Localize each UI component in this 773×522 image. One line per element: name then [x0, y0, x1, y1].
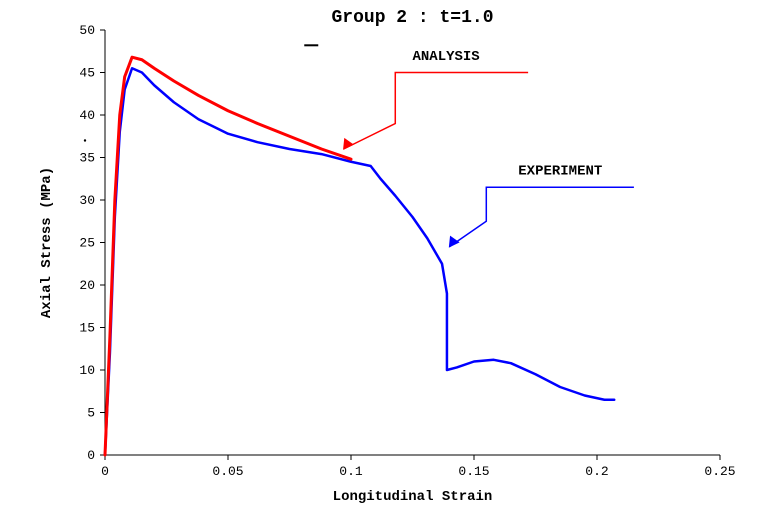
x-tick-label: 0.1 [339, 464, 363, 479]
y-tick-label: 30 [79, 193, 95, 208]
annotation-leader [344, 73, 529, 150]
x-axis-label: Longitudinal Strain [333, 489, 493, 505]
series-experiment [105, 68, 614, 455]
y-tick-label: 40 [79, 108, 95, 123]
y-tick-label: 35 [79, 151, 95, 166]
chart-title: Group 2 : t=1.0 [331, 8, 493, 28]
x-tick-label: 0 [101, 464, 109, 479]
y-tick-label: 25 [79, 236, 95, 251]
chart-container: Group 2 : t=1.0 0 5 10 15 20 25 30 35 40 45 50 0 0.05… [0, 0, 773, 522]
x-tick-label: 0.2 [585, 464, 608, 479]
annotation-label: ANALYSIS [413, 49, 480, 65]
x-tick-label: 0.05 [212, 464, 243, 479]
stray-dot [84, 139, 86, 141]
y-tick-label: 10 [79, 363, 95, 378]
y-tick-label: 5 [87, 406, 95, 421]
y-tick-label: 15 [79, 321, 95, 336]
x-tick-label: 0.15 [458, 464, 489, 479]
x-tick-label: 0.25 [704, 464, 735, 479]
annotation-arrowhead [449, 237, 458, 247]
series-analysis [105, 57, 351, 455]
chart-svg: Group 2 : t=1.0 0 5 10 15 20 25 30 35 40 45 50 0 0.05… [0, 0, 773, 522]
y-tick-label: 50 [79, 23, 95, 38]
y-tick-label: 45 [79, 66, 95, 81]
y-axis-label: Axial Stress (MPa) [39, 167, 55, 318]
y-tick-label: 0 [87, 448, 95, 463]
annotation-leader [449, 187, 634, 247]
y-tick-label: 20 [79, 278, 95, 293]
annotation-label: EXPERIMENT [518, 164, 602, 180]
